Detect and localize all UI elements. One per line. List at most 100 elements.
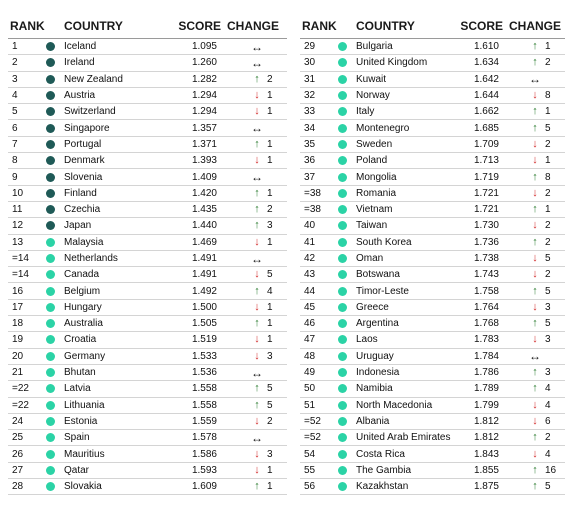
- change-cell: ↔: [227, 41, 287, 53]
- table-row: 30 United Kingdom 1.634 ↑ 2: [300, 55, 565, 72]
- rank-cell: 48: [304, 350, 316, 362]
- change-cell: ↓ 5: [509, 252, 565, 265]
- change-value: 2: [545, 57, 551, 69]
- arrow-up-icon: ↑: [532, 121, 538, 134]
- table-row: 34 Montenegro 1.685 ↑ 5: [300, 120, 565, 137]
- change-value: 1: [267, 90, 273, 102]
- arrow-left-right-icon: ↔: [529, 72, 541, 87]
- score-cell: 1.282: [191, 73, 217, 85]
- country-cell: Mongolia: [356, 171, 397, 183]
- arrow-down-icon: ↓: [532, 137, 538, 150]
- country-cell: New Zealand: [64, 73, 123, 85]
- arrow-up-icon: ↑: [532, 203, 538, 216]
- change-cell: ↔: [227, 367, 287, 379]
- table-row: 47 Laos 1.783 ↓ 3: [300, 332, 565, 349]
- change-value: 1: [545, 204, 551, 216]
- category-dot-icon: [45, 107, 55, 117]
- change-cell: ↓ 3: [227, 350, 287, 362]
- rank-cell: 8: [12, 155, 18, 167]
- change-value: 1: [267, 236, 273, 248]
- country-cell: Austria: [64, 90, 96, 102]
- table-row: 4 Austria 1.294 ↓ 1: [8, 88, 287, 105]
- change-cell: ↓ 2: [509, 268, 565, 281]
- category-dot-icon: [337, 319, 347, 329]
- table-row: 40 Taiwan 1.730 ↓ 2: [300, 218, 565, 235]
- country-cell: Greece: [356, 301, 389, 313]
- change-cell: ↔: [227, 57, 287, 69]
- arrow-up-icon: ↑: [532, 463, 538, 476]
- rank-cell: 13: [12, 236, 24, 248]
- change-cell: ↔: [509, 73, 565, 85]
- arrow-down-icon: ↓: [532, 268, 538, 281]
- change-value: 1: [545, 106, 551, 118]
- rank-cell: 11: [12, 204, 23, 216]
- arrow-left-right-icon: ↔: [251, 121, 263, 136]
- arrow-down-icon: ↓: [532, 252, 538, 264]
- ranking-table-left: RANK COUNTRY SCORE CHANGE 1 Iceland 1.095 ↔…: [8, 13, 287, 496]
- arrow-up-icon: ↑: [532, 480, 538, 493]
- score-cell: 1.642: [473, 73, 499, 85]
- arrow-left-right-icon: ↔: [251, 430, 263, 445]
- change-cell: ↓ 1: [227, 106, 287, 118]
- table-row: 11 Czechia 1.435 ↑ 2: [8, 202, 287, 219]
- table-row: =52 Albania 1.812 ↓ 6: [300, 414, 565, 431]
- rank-cell: 7: [12, 138, 18, 150]
- country-cell: Slovakia: [64, 481, 102, 493]
- rank-cell: 34: [304, 122, 316, 134]
- change-cell: ↑ 2: [509, 57, 565, 69]
- arrow-down-icon: ↓: [532, 398, 538, 411]
- change-cell: ↓ 1: [227, 90, 287, 102]
- rank-cell: 3: [12, 73, 18, 85]
- change-cell: ↓ 1: [509, 155, 565, 167]
- country-cell: Sweden: [356, 138, 393, 150]
- change-value: 5: [545, 318, 551, 330]
- change-value: 1: [267, 334, 273, 346]
- table-row: 31 Kuwait 1.642 ↔: [300, 72, 565, 88]
- country-cell: Netherlands: [64, 253, 118, 264]
- rank-cell: 33: [304, 106, 316, 118]
- country-cell: United Arab Emirates: [356, 432, 451, 444]
- score-cell: 1.721: [473, 204, 499, 216]
- table-row: 9 Slovenia 1.409 ↔: [8, 169, 287, 186]
- rank-cell: 19: [12, 334, 24, 346]
- change-cell: ↑ 5: [509, 480, 565, 493]
- country-cell: Ireland: [64, 57, 95, 69]
- category-dot-icon: [45, 205, 55, 215]
- rank-cell: 45: [304, 301, 316, 313]
- change-value: 1: [267, 155, 273, 167]
- country-cell: Timor-Leste: [356, 285, 409, 297]
- table-row: 8 Denmark 1.393 ↓ 1: [8, 153, 287, 170]
- change-cell: ↑ 2: [227, 73, 287, 85]
- country-cell: Croatia: [64, 334, 97, 346]
- rank-cell: =38: [304, 204, 321, 216]
- category-dot-icon: [45, 351, 55, 361]
- rank-cell: 16: [12, 285, 24, 297]
- arrow-up-icon: ↑: [532, 431, 538, 444]
- rank-cell: 5: [12, 106, 18, 118]
- change-cell: ↑ 1: [227, 138, 287, 150]
- arrow-left-right-icon: ↔: [529, 349, 541, 364]
- arrow-down-icon: ↓: [532, 333, 538, 346]
- change-cell: ↓ 4: [509, 398, 565, 411]
- change-value: 4: [545, 399, 551, 411]
- score-cell: 1.609: [191, 481, 217, 493]
- table-row: 51 North Macedonia 1.799 ↓ 4: [300, 398, 565, 414]
- rank-cell: 2: [12, 57, 18, 69]
- category-dot-icon: [45, 465, 55, 475]
- score-cell: 1.294: [191, 106, 217, 118]
- category-dot-icon: [337, 74, 347, 84]
- country-cell: Finland: [64, 187, 97, 199]
- category-dot-icon: [337, 465, 347, 475]
- rank-cell: 6: [12, 122, 18, 134]
- rank-cell: 41: [304, 236, 316, 248]
- country-cell: Taiwan: [356, 220, 388, 232]
- arrow-up-icon: ↑: [254, 186, 260, 199]
- score-cell: 1.294: [191, 90, 217, 102]
- score-cell: 1.519: [191, 334, 217, 346]
- score-cell: 1.593: [191, 464, 217, 476]
- country-header: COUNTRY: [64, 18, 123, 33]
- rank-cell: 25: [12, 432, 24, 444]
- table-row: 2 Ireland 1.260 ↔: [8, 55, 287, 72]
- score-cell: 1.709: [473, 138, 499, 150]
- change-value: 5: [545, 285, 551, 297]
